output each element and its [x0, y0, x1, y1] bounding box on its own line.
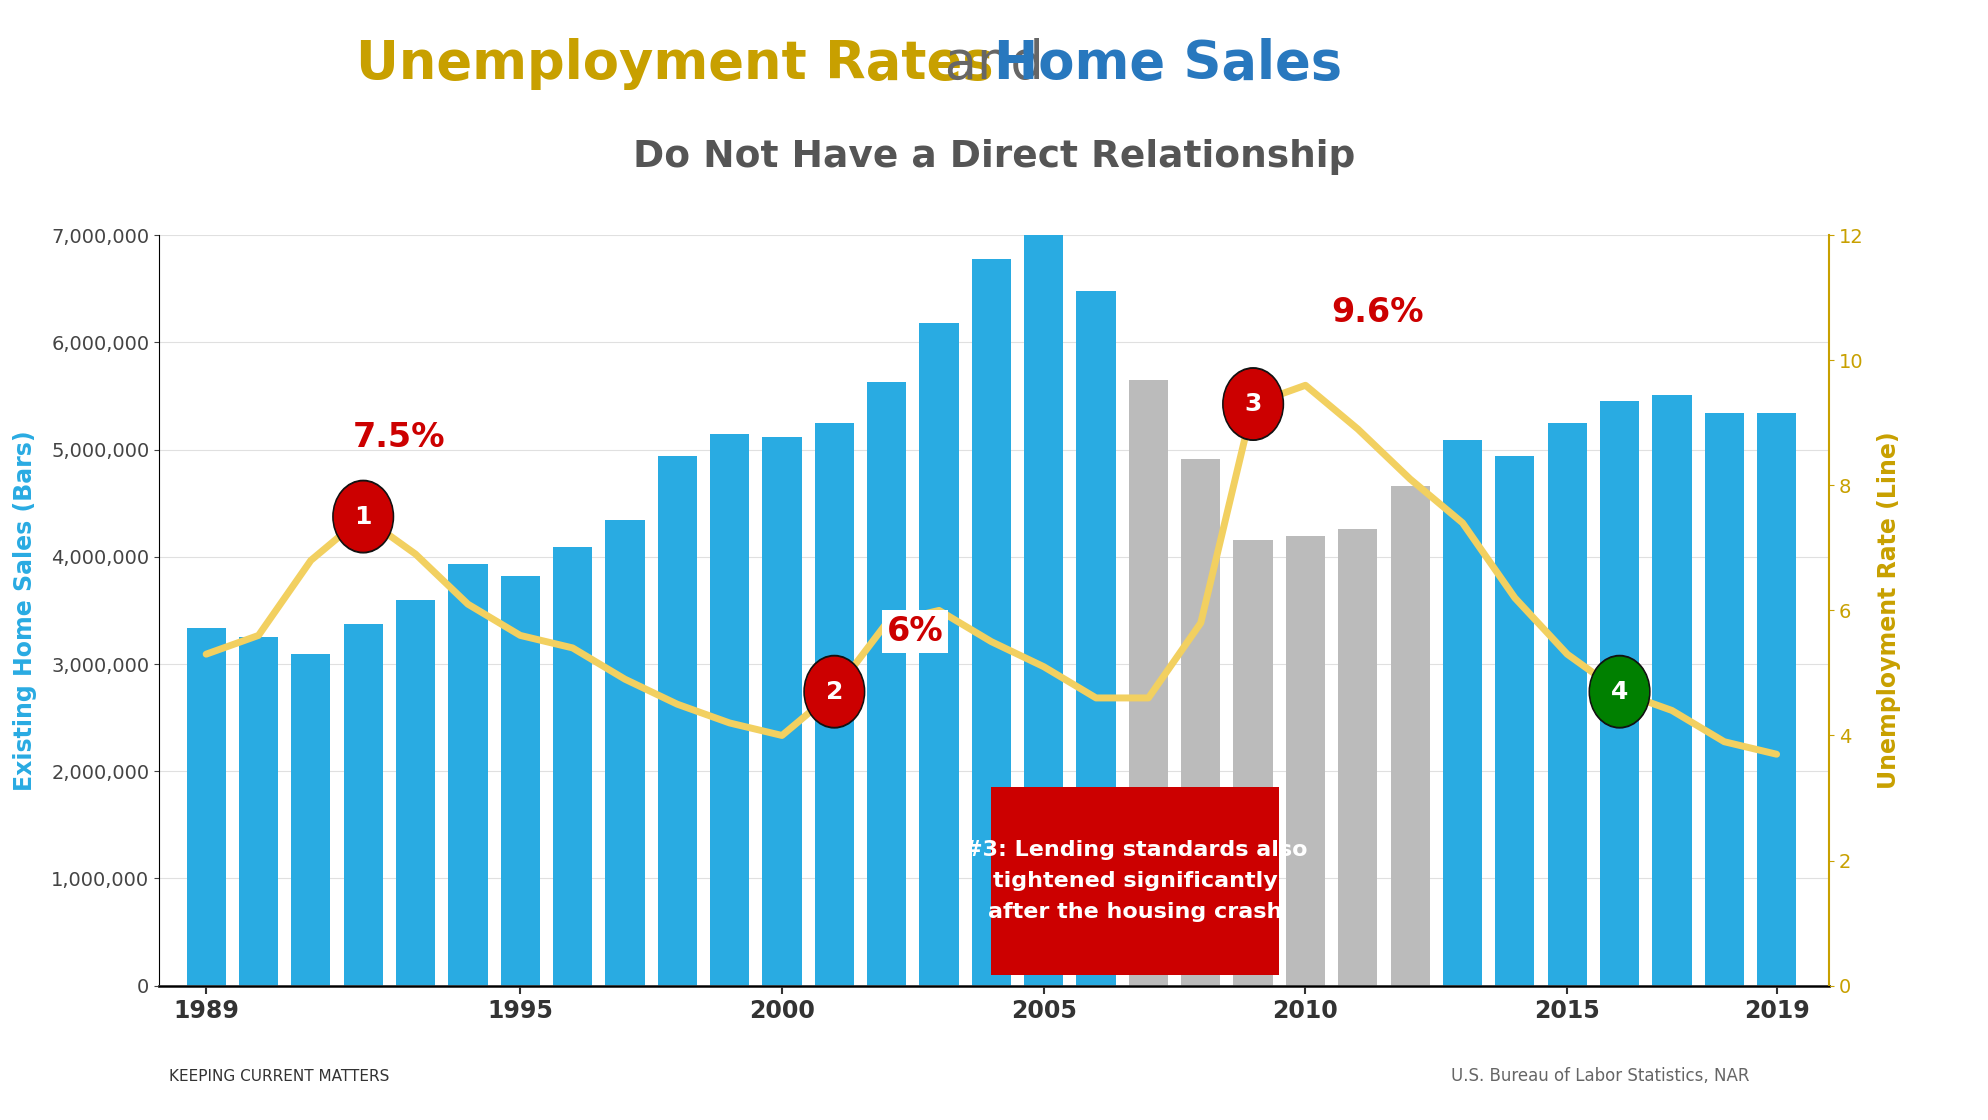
Bar — [815, 422, 855, 986]
Bar — [447, 564, 487, 986]
Bar — [1076, 291, 1115, 986]
Bar — [290, 654, 330, 986]
Bar — [1129, 380, 1169, 986]
Circle shape — [803, 655, 865, 728]
Y-axis label: Existing Home Sales (Bars): Existing Home Sales (Bars) — [14, 430, 38, 791]
Bar — [1443, 440, 1483, 986]
Bar — [710, 433, 749, 986]
Bar — [1704, 413, 1743, 986]
Text: KEEPING CURRENT MATTERS: KEEPING CURRENT MATTERS — [169, 1068, 390, 1084]
Text: Home Sales: Home Sales — [994, 38, 1342, 91]
Text: 2: 2 — [825, 680, 843, 703]
Bar — [1652, 395, 1692, 986]
Text: U.S. Bureau of Labor Statistics, NAR: U.S. Bureau of Labor Statistics, NAR — [1451, 1066, 1749, 1085]
Bar — [1390, 486, 1429, 986]
Bar — [1338, 529, 1378, 986]
Bar — [1495, 456, 1535, 986]
Bar — [658, 456, 698, 986]
Bar — [1286, 536, 1326, 986]
Bar — [501, 576, 541, 986]
Bar — [1547, 422, 1586, 986]
Text: 4: 4 — [1610, 680, 1628, 703]
Bar — [761, 437, 801, 986]
Bar — [1233, 540, 1272, 986]
Text: 9.6%: 9.6% — [1332, 296, 1423, 329]
Bar — [604, 521, 644, 986]
Circle shape — [805, 657, 863, 726]
Bar — [918, 323, 958, 986]
Y-axis label: Unemployment Rate (Line): Unemployment Rate (Line) — [1877, 431, 1901, 790]
Text: 6%: 6% — [887, 615, 944, 647]
Text: 7.5%: 7.5% — [352, 421, 445, 454]
Circle shape — [334, 483, 392, 551]
Bar — [1181, 459, 1221, 986]
Bar — [972, 259, 1012, 986]
Bar — [187, 627, 227, 986]
Text: 1: 1 — [354, 505, 372, 529]
Bar — [396, 599, 435, 986]
Circle shape — [332, 480, 394, 553]
Bar — [1757, 413, 1797, 986]
Text: and: and — [928, 38, 1060, 91]
Bar — [1024, 226, 1064, 986]
Bar — [867, 382, 907, 986]
Text: Unemployment Rates: Unemployment Rates — [356, 38, 994, 91]
Text: #3: Lending standards also
tightened significantly
after the housing crash: #3: Lending standards also tightened sig… — [964, 840, 1306, 922]
Bar — [239, 637, 278, 986]
Circle shape — [1588, 655, 1650, 728]
FancyBboxPatch shape — [992, 787, 1280, 974]
Circle shape — [1223, 367, 1284, 440]
Circle shape — [1590, 657, 1648, 726]
Bar — [344, 624, 384, 986]
Bar — [553, 548, 592, 986]
Text: 3: 3 — [1244, 392, 1262, 416]
Circle shape — [1225, 370, 1282, 438]
Bar — [1600, 401, 1640, 986]
Text: Do Not Have a Direct Relationship: Do Not Have a Direct Relationship — [632, 139, 1356, 175]
